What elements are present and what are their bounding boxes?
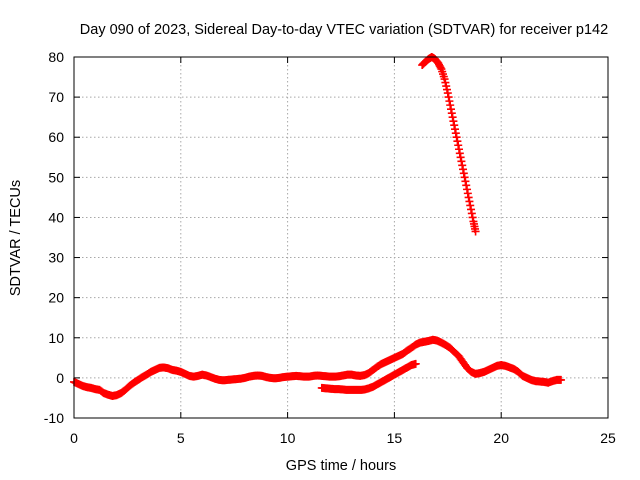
data-point	[457, 157, 466, 166]
data-point	[460, 173, 469, 182]
y-tick-label: 60	[48, 129, 64, 145]
y-tick-label: 30	[48, 250, 64, 266]
data-point	[449, 117, 458, 126]
data-series	[70, 335, 566, 400]
y-tick-label: 20	[48, 290, 64, 306]
data-series	[418, 53, 480, 236]
data-point	[454, 141, 463, 150]
x-tick-label: 15	[387, 430, 403, 446]
data-series	[317, 359, 420, 394]
data-point	[455, 145, 464, 154]
data-point	[462, 181, 471, 190]
data-point	[465, 197, 474, 206]
data-point	[445, 97, 454, 106]
data-point	[442, 82, 451, 91]
data-point	[467, 209, 476, 218]
data-point	[458, 161, 467, 170]
y-tick-label: 50	[48, 169, 64, 185]
y-tick-label: 70	[48, 89, 64, 105]
axis-ticks: 0 5 10 15 20 25 -10 0 10 20 30 40 50 60 70 80	[44, 49, 616, 446]
x-tick-label: 20	[493, 430, 509, 446]
data-point	[467, 205, 476, 214]
data-point	[411, 359, 420, 368]
data-point	[456, 153, 465, 162]
data-point	[455, 149, 464, 158]
data-point	[451, 125, 460, 134]
data-point	[461, 177, 470, 186]
data-point	[459, 169, 468, 178]
data-point	[459, 165, 468, 174]
data-point	[444, 93, 453, 102]
data-point	[441, 78, 450, 87]
y-tick-label: -10	[44, 410, 64, 426]
chart-title: Day 090 of 2023, Sidereal Day-to-day VTE…	[80, 22, 608, 38]
data-point	[557, 375, 566, 384]
grid	[74, 57, 608, 418]
data-point	[447, 109, 456, 118]
data-point	[447, 105, 456, 114]
y-tick-label: 10	[48, 330, 64, 346]
data-point	[451, 129, 460, 138]
y-tick-label: 0	[56, 370, 64, 386]
x-tick-label: 0	[70, 430, 78, 446]
x-axis-label: GPS time / hours	[286, 458, 396, 474]
data-point	[468, 213, 477, 222]
data-point	[448, 113, 457, 122]
data-point	[463, 185, 472, 194]
data-point	[464, 193, 473, 202]
x-tick-label: 25	[600, 430, 616, 446]
data-point	[440, 75, 449, 84]
data-point	[446, 101, 455, 110]
plot-frame	[73, 56, 609, 419]
data-point	[471, 227, 480, 236]
x-tick-label: 10	[280, 430, 296, 446]
data-markers	[70, 53, 566, 400]
y-axis-label: SDTVAR / TECUs	[8, 180, 24, 296]
data-point	[452, 133, 461, 142]
y-tick-label: 40	[48, 209, 64, 225]
data-point	[442, 85, 451, 94]
data-point	[463, 189, 472, 198]
data-point	[466, 201, 475, 210]
data-point	[443, 89, 452, 98]
data-point	[453, 137, 462, 146]
x-tick-label: 5	[177, 430, 185, 446]
y-tick-label: 80	[48, 49, 64, 65]
data-point	[450, 121, 459, 130]
